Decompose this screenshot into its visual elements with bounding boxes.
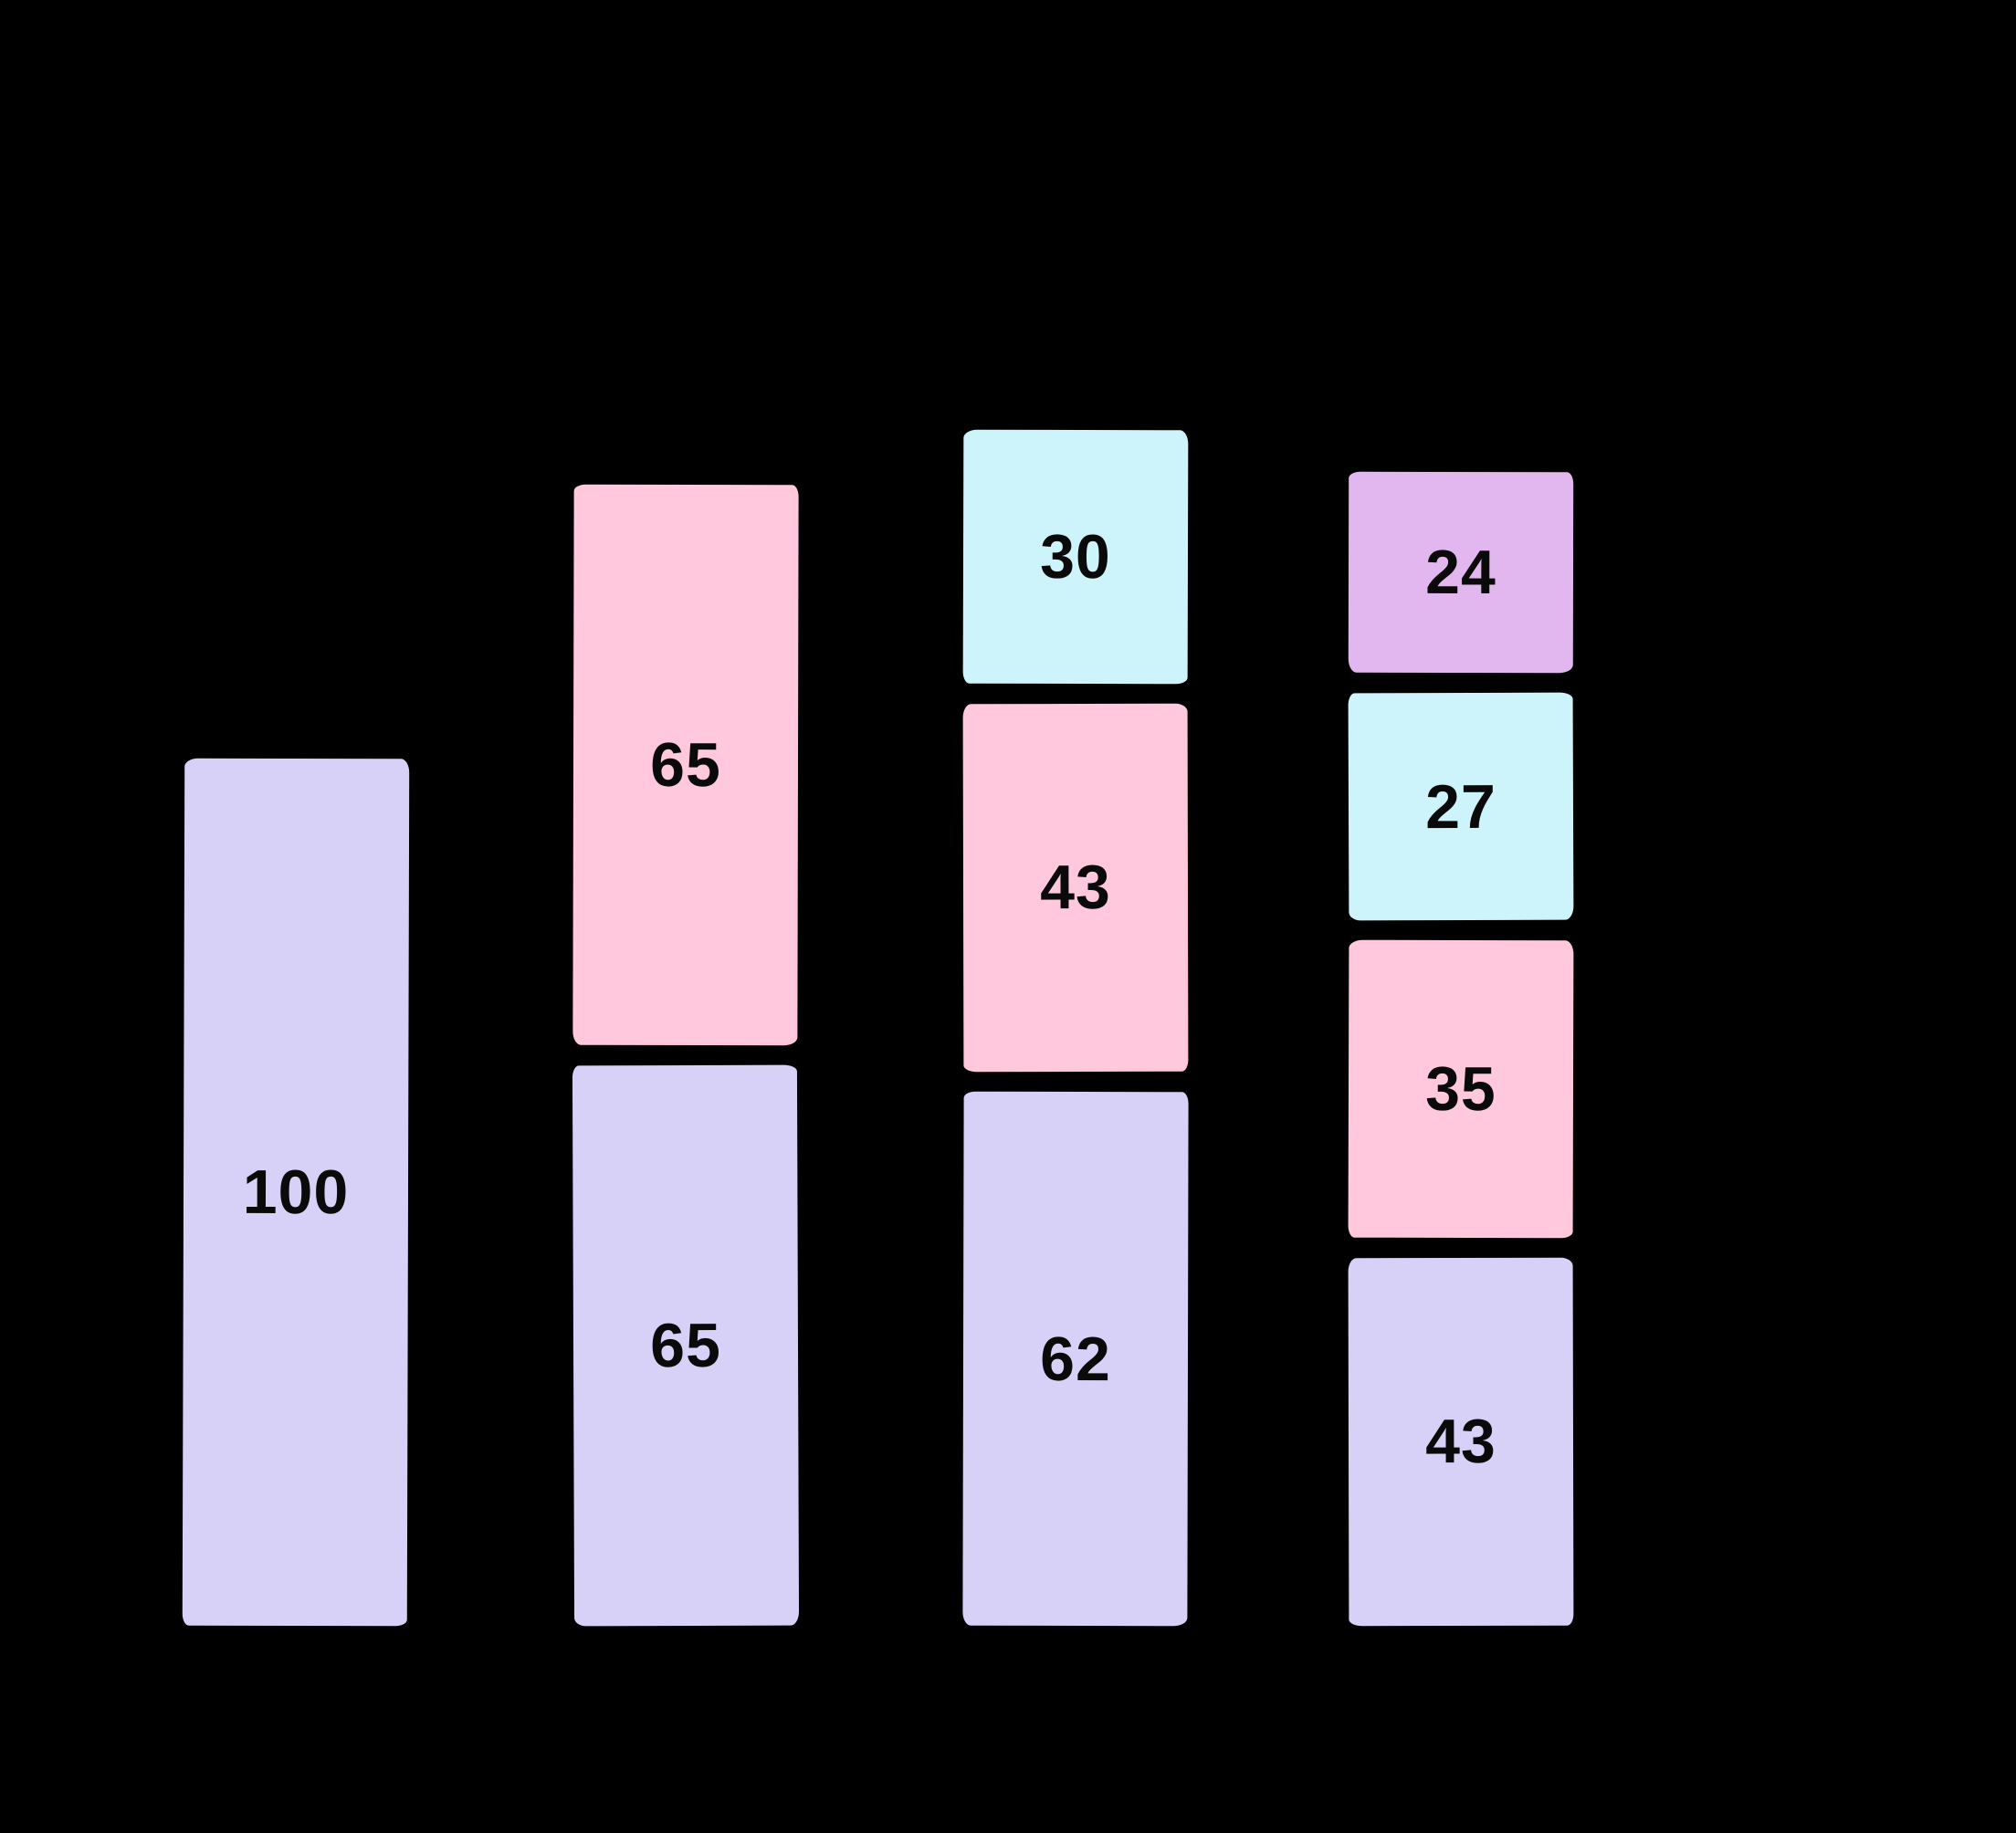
segment-value-label: 65 <box>650 1310 721 1381</box>
segment-value-label: 100 <box>242 1157 350 1228</box>
segment-value-label: 43 <box>1040 853 1111 923</box>
bar-4-segment-pink: 35 <box>1343 935 1579 1243</box>
segment-value-label: 62 <box>1040 1324 1111 1394</box>
bar-4-segment-purple: 24 <box>1343 466 1579 678</box>
segment-value-label: 43 <box>1425 1407 1496 1477</box>
bar-2-segment-lavender: 65 <box>567 1060 804 1631</box>
segment-value-label: 24 <box>1425 537 1496 607</box>
segment-value-label: 30 <box>1040 521 1111 592</box>
segment-value-label: 65 <box>650 729 721 801</box>
bar-4-segment-lavender: 43 <box>1343 1252 1579 1631</box>
bar-1-segment-lavender: 100 <box>177 753 415 1631</box>
bar-3-segment-pink: 43 <box>958 698 1193 1077</box>
bar-3-segment-lavender: 62 <box>958 1086 1193 1631</box>
segment-value-label: 27 <box>1425 771 1496 842</box>
bar-4-segment-cyan: 27 <box>1343 687 1579 926</box>
bar-2-segment-pink: 65 <box>568 479 803 1051</box>
bar-3-segment-cyan: 30 <box>958 424 1193 689</box>
segment-value-label: 35 <box>1425 1054 1496 1125</box>
